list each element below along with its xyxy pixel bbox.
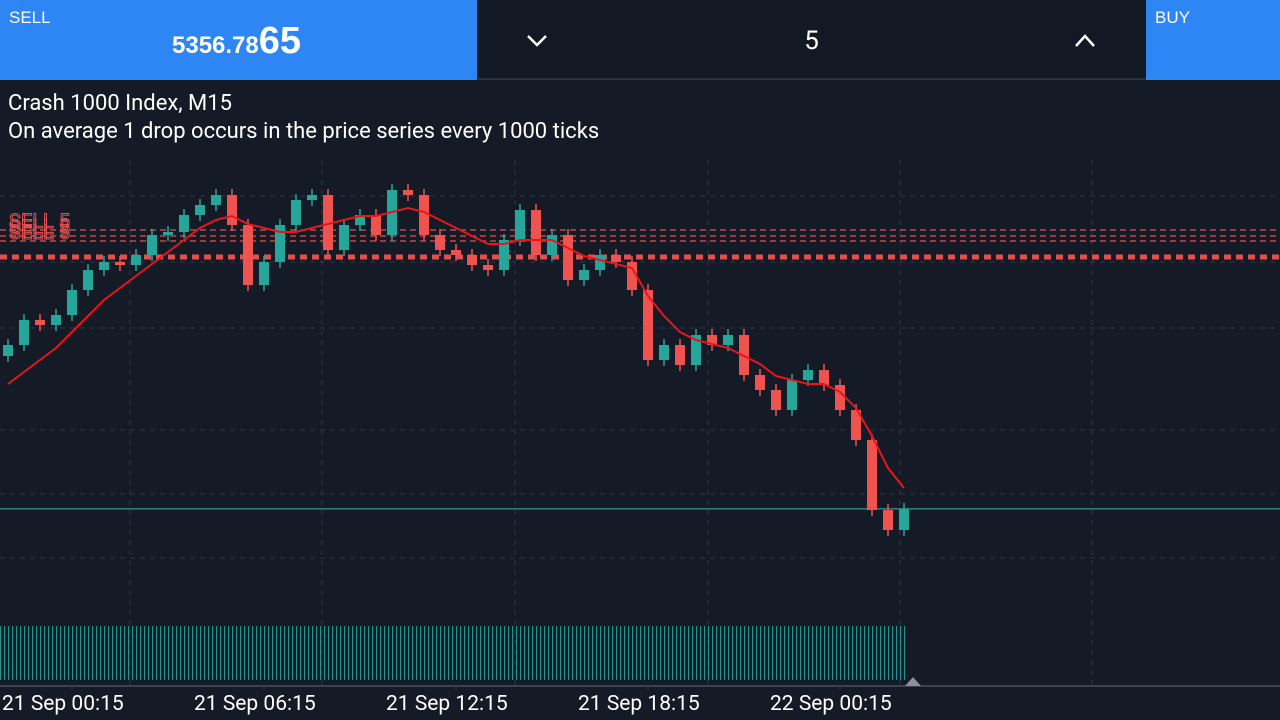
candle-body [851, 410, 861, 440]
candle-body [675, 345, 685, 365]
candle-body [883, 510, 893, 530]
chart: Crash 1000 Index, M15 On average 1 drop … [0, 91, 1280, 716]
trade-bar: SELL 5356.7865 5 BUY [0, 0, 1280, 80]
candle-body [115, 262, 125, 265]
order-label: SELL 5 [9, 209, 70, 233]
candle-body [867, 440, 877, 510]
chart-title: Crash 1000 Index, M15 [8, 91, 232, 116]
candle-body [355, 215, 365, 225]
candle-body [707, 335, 717, 345]
candle-body [163, 232, 173, 235]
candle-body [467, 255, 477, 265]
candle-body [179, 215, 189, 232]
x-tick-label: 21 Sep 06:15 [194, 692, 316, 716]
order-label: SELL 5 [9, 220, 70, 244]
candle-body [83, 270, 93, 290]
candle-body [259, 262, 269, 285]
candle-body [819, 370, 829, 385]
candle-body [211, 195, 221, 205]
candle-body [691, 335, 701, 365]
increase-volume[interactable] [1075, 34, 1095, 47]
candle-body [579, 270, 589, 280]
candle-body [627, 262, 637, 290]
candle-body [371, 215, 381, 235]
sell-price-pips: 65 [258, 20, 302, 62]
x-tick-label: 21 Sep 12:15 [386, 692, 508, 716]
volume-controls [527, 34, 1095, 47]
candle-body [403, 190, 413, 195]
candle-body [243, 225, 253, 285]
candle-body [515, 210, 525, 240]
candle-body [643, 290, 653, 360]
volume-value[interactable]: 5 [804, 26, 819, 56]
candle-body [611, 255, 621, 262]
candle-body [563, 235, 573, 280]
candle-body [131, 255, 141, 265]
candle-body [323, 195, 333, 250]
sell-label: SELL [9, 8, 51, 27]
candle-body [659, 345, 669, 360]
candle-body [899, 508, 909, 530]
candle-body [435, 235, 445, 250]
candle-body [547, 235, 557, 255]
candle-body [803, 370, 813, 380]
candle-body [483, 265, 493, 270]
tick-volume [0, 626, 906, 680]
x-tick-label: 21 Sep 18:15 [578, 692, 700, 716]
candle-body [3, 345, 13, 356]
candle-body [67, 290, 77, 315]
candle-body [19, 320, 29, 345]
candle-body [147, 235, 157, 255]
candle-body [419, 195, 429, 235]
candle-body [35, 320, 45, 325]
candle-body [51, 315, 61, 325]
buy-label: BUY [1155, 8, 1190, 27]
moving-average [7, 206, 905, 489]
candle-body [595, 255, 605, 270]
x-tick-label: 22 Sep 00:15 [770, 692, 892, 716]
chart-subtitle: On average 1 drop occurs in the price se… [8, 119, 599, 144]
buy-button[interactable]: BUY [1146, 0, 1280, 80]
candle-body [227, 195, 237, 225]
candle-body [291, 200, 301, 225]
candle-body [99, 262, 109, 270]
candle-body [195, 205, 205, 215]
candle-body [499, 240, 509, 270]
decrease-volume[interactable] [527, 35, 547, 47]
sell-button[interactable]: SELL 5356.7865 [0, 0, 477, 80]
candle-body [723, 335, 733, 345]
candle-body [755, 375, 765, 390]
current-marker [905, 677, 921, 686]
candle-body [531, 210, 541, 255]
order-label: SELL 5 [9, 215, 70, 239]
candle-body [771, 390, 781, 410]
candle-body [451, 250, 461, 255]
sell-price: 5356.7865 [172, 20, 301, 63]
volume-selector: 5 [477, 0, 1146, 80]
sell-price-main: 5356.78 [172, 32, 259, 59]
candle-body [307, 195, 317, 200]
grid [0, 160, 1280, 685]
candle-body [339, 225, 349, 250]
candle-body [275, 225, 285, 262]
x-tick-label: 21 Sep 00:15 [2, 692, 124, 716]
candle-body [835, 385, 845, 410]
candle-body [787, 380, 797, 410]
